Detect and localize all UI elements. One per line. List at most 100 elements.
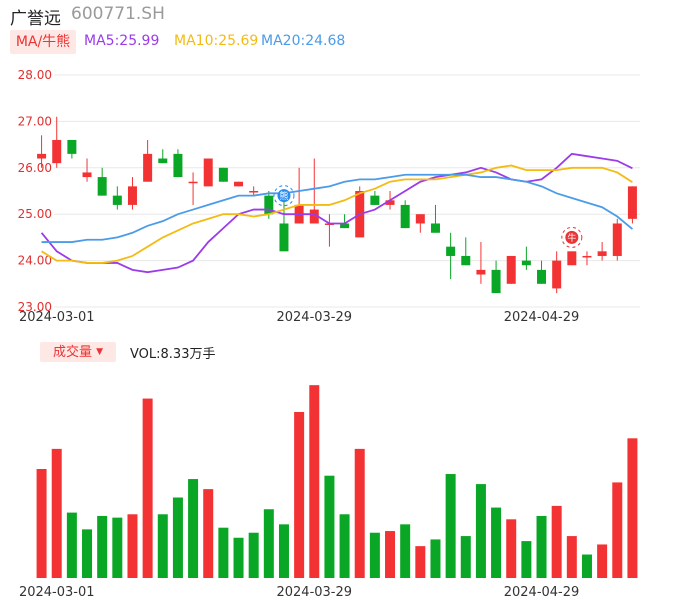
- volume-bar: [309, 385, 320, 578]
- candle-body: [552, 260, 562, 289]
- volume-bar: [506, 519, 517, 578]
- volume-bar: [339, 514, 350, 578]
- volume-bar: [475, 484, 486, 578]
- volume-bar: [248, 532, 259, 578]
- volume-bar: [430, 539, 441, 578]
- candle-body: [370, 195, 380, 205]
- volume-bar: [385, 531, 396, 578]
- signal-marker-ring: [273, 185, 295, 207]
- candle-body: [597, 251, 607, 256]
- signal-marker: [277, 189, 291, 203]
- volume-bar: [51, 448, 62, 578]
- volume-bar: [491, 507, 502, 578]
- candle-body: [52, 139, 62, 164]
- candle-body: [430, 223, 440, 233]
- volume-bar: [263, 509, 274, 578]
- y-tick-label: 24.00: [18, 254, 52, 268]
- candle-body: [188, 181, 198, 184]
- volume-bar: [566, 536, 577, 578]
- volume-value: VOL:8.33万手: [130, 347, 216, 362]
- dropdown-caret-icon: ▼: [96, 347, 104, 357]
- y-tick-label: 25.00: [18, 207, 52, 221]
- y-tick-label: 28.00: [18, 68, 52, 82]
- candle-body: [279, 223, 289, 252]
- volume-bar: [66, 512, 77, 578]
- volume-bar: [157, 514, 168, 578]
- volume-bar: [127, 514, 138, 578]
- volume-bar: [551, 505, 562, 578]
- y-tick-label: 26.00: [18, 161, 52, 175]
- candle-body: [446, 246, 456, 256]
- candle-body: [173, 153, 183, 178]
- candle-body: [143, 153, 153, 182]
- candle-body: [309, 209, 319, 224]
- x-tick-label: 2024-04-29: [504, 310, 580, 325]
- candle-body: [415, 214, 425, 224]
- candle-body: [112, 195, 122, 205]
- candle-body: [234, 181, 244, 187]
- ma10-line: [41, 164, 633, 264]
- volume-bar: [203, 489, 214, 578]
- volume-bar: [536, 515, 547, 578]
- candle-body: [218, 167, 228, 182]
- volume-bar: [460, 536, 471, 578]
- volume-bar: [445, 474, 456, 578]
- ma10-legend: MA10:25.69: [174, 33, 259, 49]
- ma20-legend: MA20:24.68: [261, 33, 346, 49]
- candle-body: [521, 260, 531, 266]
- volume-bar: [112, 517, 123, 578]
- volume-bar: [36, 469, 47, 578]
- ma5-line: [40, 152, 633, 274]
- candle-body: [203, 158, 213, 187]
- candle-body: [249, 191, 259, 193]
- signal-marker: [565, 230, 579, 244]
- volume-indicator-selector[interactable]: 成交量 ▼: [40, 342, 116, 362]
- candle-body: [127, 186, 137, 205]
- candle-body: [627, 186, 637, 219]
- x-tick-label: 2024-03-01: [19, 585, 95, 600]
- stock-name: 广誉远: [10, 9, 61, 29]
- candle-body: [82, 172, 92, 178]
- x-tick-label: 2024-03-29: [276, 585, 352, 600]
- candle-body: [97, 177, 107, 196]
- candle-body: [491, 269, 501, 294]
- x-tick-label: 2024-03-01: [19, 310, 95, 325]
- x-tick-label: 2024-03-29: [276, 310, 352, 325]
- volume-bar: [218, 527, 229, 578]
- candle-body: [567, 251, 577, 266]
- signal-marker-label: 熊: [279, 190, 288, 202]
- volume-tag-label: 成交量: [52, 345, 92, 360]
- signal-marker-label: 牛: [567, 232, 576, 244]
- volume-bar: [97, 515, 108, 578]
- candle-body: [461, 255, 471, 266]
- candle-body: [537, 269, 547, 284]
- volume-bar: [278, 524, 289, 578]
- volume-bar: [324, 475, 335, 578]
- volume-bar: [521, 541, 532, 578]
- candle-body: [340, 223, 350, 229]
- volume-bar: [233, 537, 244, 578]
- volume-bar: [142, 398, 153, 578]
- candle-body: [400, 204, 410, 229]
- signal-marker-ring: [561, 226, 583, 248]
- y-tick-label: 23.00: [18, 300, 52, 314]
- x-tick-label: 2024-04-29: [504, 585, 580, 600]
- candle-body: [158, 158, 168, 164]
- candle-body: [582, 255, 592, 258]
- volume-bar: [415, 546, 426, 578]
- volume-bar: [172, 497, 183, 578]
- stock-code: 600771.SH: [71, 4, 165, 24]
- volume-bar: [400, 524, 411, 578]
- volume-bar: [581, 554, 592, 578]
- ma-indicator-selector[interactable]: MA/牛熊: [10, 30, 76, 54]
- candle-body: [67, 139, 77, 154]
- ma5-legend: MA5:25.99: [84, 33, 160, 49]
- volume-bar: [612, 482, 623, 578]
- candle-body: [385, 200, 395, 205]
- candle-body: [264, 195, 274, 215]
- volume-bar: [294, 411, 305, 578]
- y-tick-label: 27.00: [18, 114, 52, 128]
- candle-body: [37, 153, 47, 159]
- volume-bar: [369, 532, 380, 578]
